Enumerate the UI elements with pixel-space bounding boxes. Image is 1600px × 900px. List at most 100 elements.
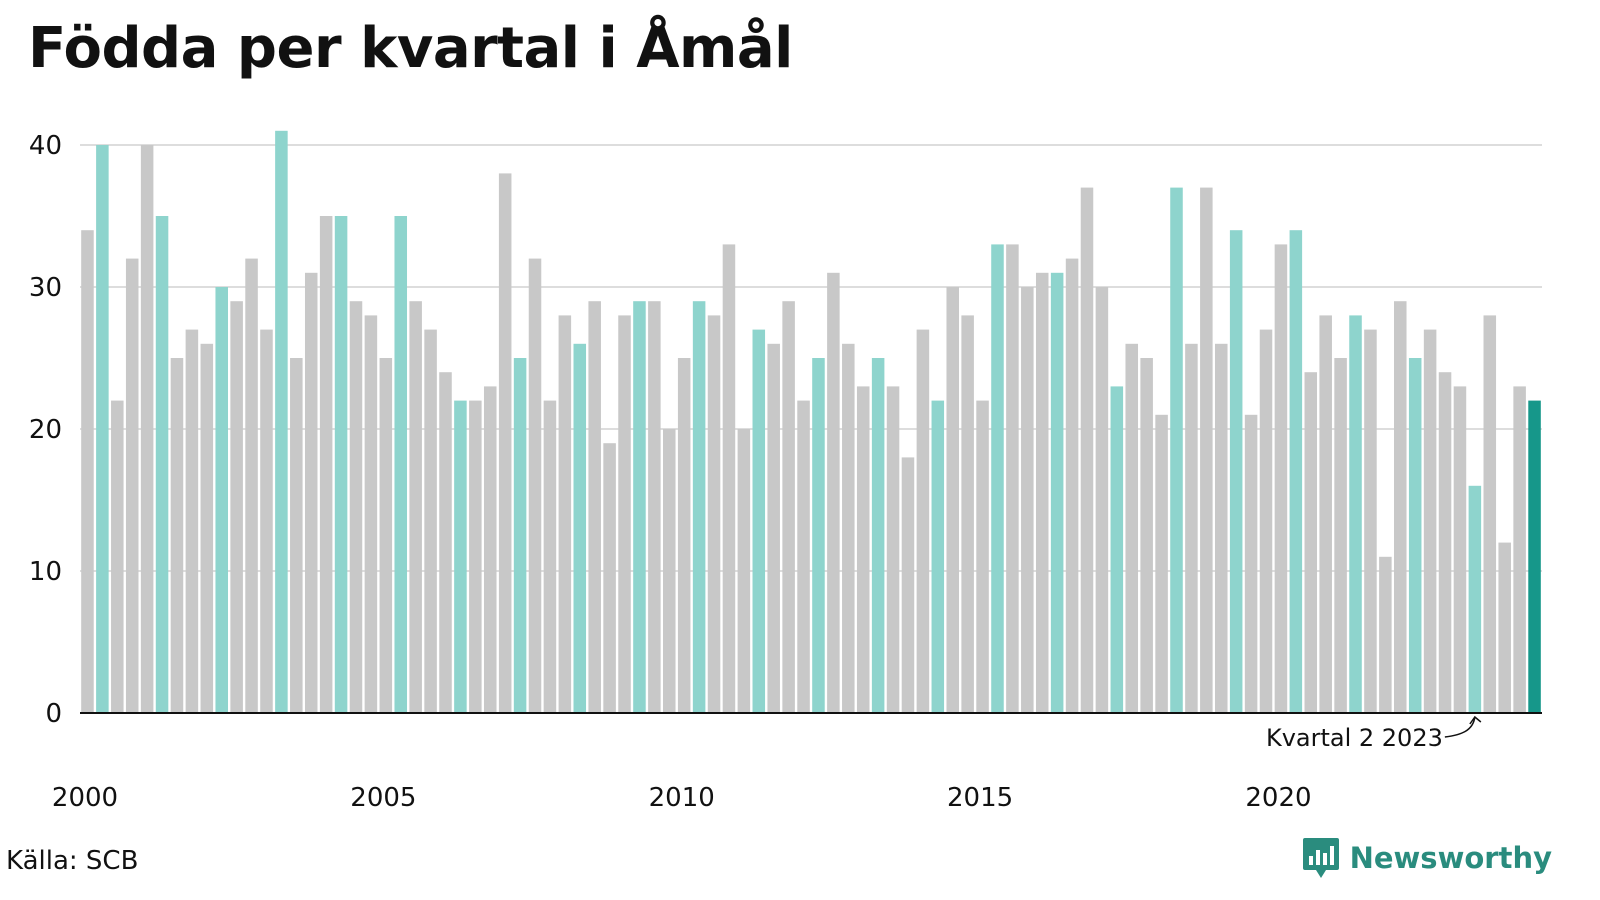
brand-name: Newsworthy bbox=[1349, 841, 1552, 875]
annotation-arrowhead bbox=[1469, 715, 1482, 725]
bar-2015-q1 bbox=[976, 400, 989, 713]
bar-2006-q1 bbox=[439, 372, 452, 713]
bar-2017-q4 bbox=[1140, 358, 1153, 713]
bar-2024-q1 bbox=[1513, 386, 1526, 713]
source-note: Källa: SCB bbox=[6, 846, 139, 876]
bar-2023-q3 bbox=[1483, 315, 1497, 713]
bar-2009-q2 bbox=[633, 301, 646, 713]
bar-2020-q3 bbox=[1304, 372, 1318, 713]
bar-2023-q4 bbox=[1498, 542, 1511, 713]
bar-2011-q3 bbox=[767, 343, 780, 713]
bar-2019-q3 bbox=[1244, 414, 1258, 713]
bar-2011-q1 bbox=[737, 429, 751, 713]
y-tick-label: 20 bbox=[29, 415, 62, 445]
bar-2020-q1 bbox=[1274, 244, 1288, 713]
bar-2012-q2 bbox=[812, 358, 825, 713]
x-tick-label: 2000 bbox=[52, 783, 118, 813]
bar-2003-q2 bbox=[275, 130, 288, 714]
bar-2004-q1 bbox=[319, 216, 333, 713]
bar-2013-q2 bbox=[871, 358, 885, 713]
bar-2016-q1 bbox=[1035, 272, 1049, 713]
bar-2016-q2 bbox=[1050, 272, 1064, 713]
bar-2005-q2 bbox=[394, 216, 408, 713]
bar-2009-q4 bbox=[663, 429, 676, 713]
bar-2005-q4 bbox=[424, 329, 437, 713]
bar-2020-q2 bbox=[1289, 230, 1303, 713]
x-axis-ticks: 2000 2005 2010 2015 2020 bbox=[52, 783, 1312, 813]
bar-2004-q4 bbox=[364, 315, 378, 713]
x-tick-label: 2015 bbox=[947, 783, 1013, 813]
annotation-label: Kvartal 2 2023 bbox=[1266, 724, 1443, 752]
bar-2012-q1 bbox=[797, 400, 810, 713]
bar-2019-q2 bbox=[1229, 230, 1243, 713]
bar-2002-q4 bbox=[245, 258, 258, 713]
bar-2005-q3 bbox=[409, 301, 422, 713]
bar-2000-q3 bbox=[111, 400, 124, 713]
bar-2020-q4 bbox=[1319, 315, 1332, 713]
bar-2009-q1 bbox=[618, 315, 631, 713]
chart-title: Födda per kvartal i Åmål bbox=[28, 16, 793, 81]
bar-chart-speech-icon bbox=[1302, 838, 1339, 878]
bar-2019-q1 bbox=[1214, 343, 1228, 713]
x-tick-label: 2005 bbox=[350, 783, 416, 813]
bar-2016-q3 bbox=[1065, 258, 1079, 713]
y-tick-label: 10 bbox=[29, 557, 62, 587]
bar-2021-q3 bbox=[1364, 329, 1377, 713]
bar-2018-q3 bbox=[1185, 343, 1198, 713]
x-tick-label: 2020 bbox=[1245, 783, 1311, 813]
y-tick-label: 0 bbox=[45, 699, 62, 729]
bar-2002-q1 bbox=[200, 343, 214, 713]
bar-2007-q2 bbox=[513, 358, 527, 713]
bar-2008-q2 bbox=[573, 343, 587, 713]
bar-2000-q4 bbox=[125, 258, 139, 713]
bar-2017-q3 bbox=[1125, 343, 1139, 713]
bar-2015-q4 bbox=[1021, 287, 1034, 713]
bar-2004-q3 bbox=[349, 301, 363, 713]
y-tick-label: 40 bbox=[29, 131, 62, 161]
x-tick-label: 2010 bbox=[649, 783, 715, 813]
bar-2021-q4 bbox=[1379, 556, 1392, 713]
bar-2006-q4 bbox=[483, 386, 497, 713]
bar-2021-q1 bbox=[1334, 358, 1347, 713]
bar-2005-q1 bbox=[379, 358, 393, 713]
bar-2014-q4 bbox=[961, 315, 974, 713]
bar-2008-q1 bbox=[558, 315, 572, 713]
bar-2001-q3 bbox=[170, 358, 184, 713]
y-axis-ticks: 0 10 20 30 40 bbox=[29, 131, 62, 729]
y-tick-label: 30 bbox=[29, 273, 62, 303]
bar-2012-q4 bbox=[842, 343, 855, 713]
bar-2024-q2 bbox=[1528, 400, 1541, 713]
bar-2002-q3 bbox=[230, 301, 243, 713]
bar-2014-q3 bbox=[946, 287, 959, 713]
bar-2004-q2 bbox=[334, 216, 348, 713]
bar-2014-q1 bbox=[916, 329, 930, 713]
bar-2007-q3 bbox=[528, 258, 542, 713]
bar-2018-q4 bbox=[1200, 187, 1213, 714]
bar-2001-q1 bbox=[140, 145, 154, 713]
annotation-arrow bbox=[1444, 716, 1476, 738]
bar-2022-q2 bbox=[1408, 358, 1422, 713]
bar-2010-q4 bbox=[722, 244, 736, 713]
bar-2010-q2 bbox=[692, 301, 706, 713]
bar-2015-q2 bbox=[991, 244, 1004, 713]
bar-2013-q4 bbox=[901, 457, 915, 713]
bar-2012-q3 bbox=[827, 272, 840, 713]
bar-2002-q2 bbox=[215, 287, 228, 713]
bar-2011-q2 bbox=[752, 329, 766, 713]
bar-2010-q1 bbox=[677, 358, 691, 713]
bar-2003-q4 bbox=[304, 272, 318, 713]
bar-2003-q3 bbox=[290, 358, 303, 713]
bar-2017-q1 bbox=[1095, 287, 1109, 713]
bar-2006-q3 bbox=[469, 400, 482, 713]
bar-2016-q4 bbox=[1080, 187, 1094, 714]
bar-2000-q1 bbox=[81, 230, 94, 713]
bar-2001-q4 bbox=[185, 329, 199, 713]
bar-2014-q2 bbox=[931, 400, 945, 713]
bar-2021-q2 bbox=[1349, 315, 1362, 713]
brand-logo: Newsworthy bbox=[1302, 836, 1552, 880]
bar-2008-q4 bbox=[603, 443, 616, 713]
bars bbox=[81, 130, 1541, 714]
bar-2023-q1 bbox=[1453, 386, 1467, 713]
bar-2007-q1 bbox=[498, 173, 512, 713]
